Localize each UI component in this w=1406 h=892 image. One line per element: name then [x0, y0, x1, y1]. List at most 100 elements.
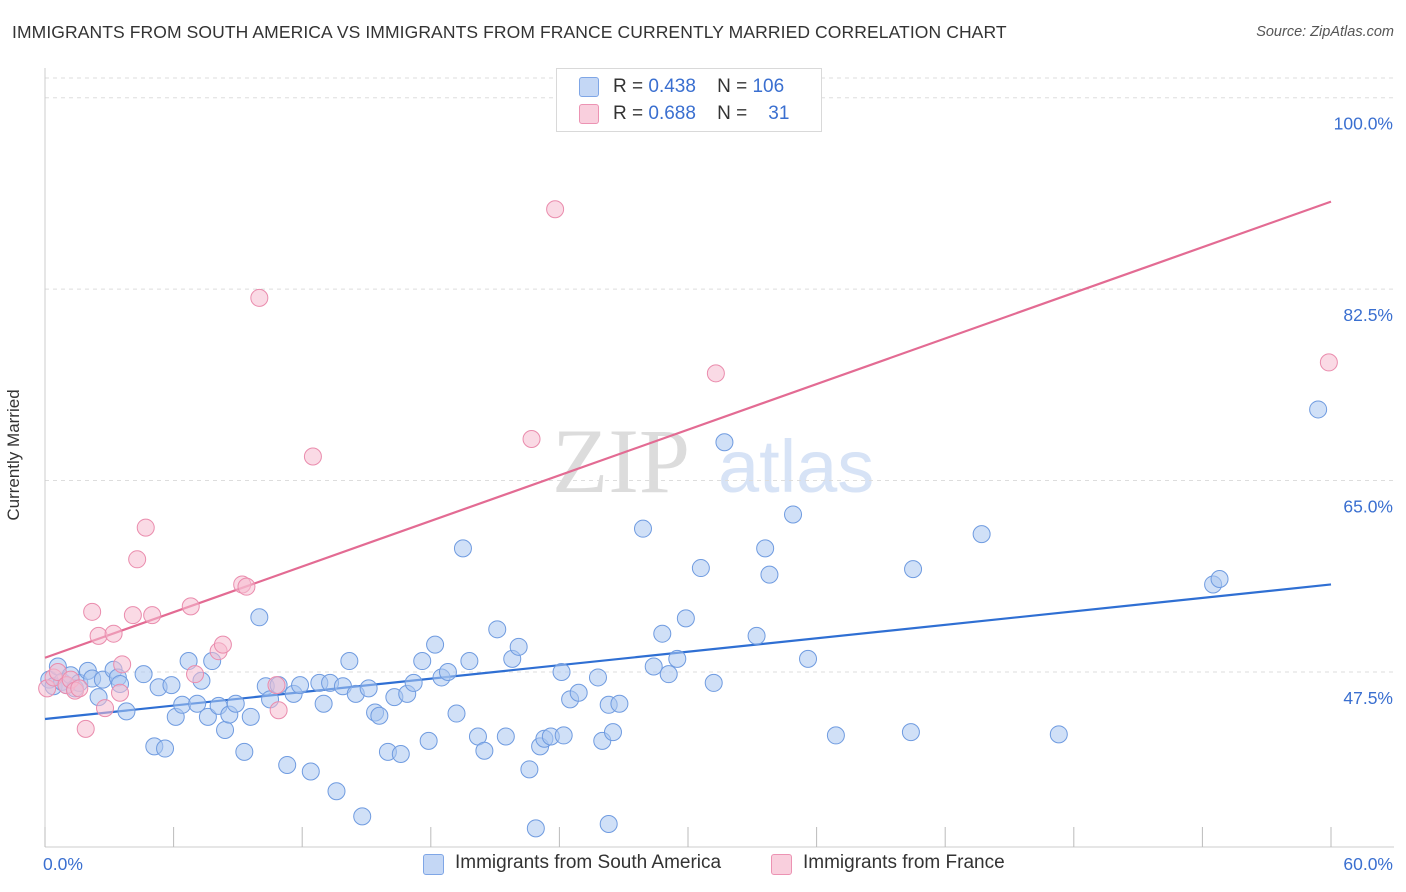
- france-point: [546, 200, 565, 219]
- x-tick-label: 60.0%: [1343, 854, 1393, 874]
- south-america-point: [554, 726, 573, 745]
- south-america-point: [904, 560, 923, 579]
- bottom-legend-label: Immigrants from France: [803, 852, 1005, 873]
- france-point: [123, 606, 142, 625]
- south-america-point: [633, 519, 652, 538]
- south-america-point: [603, 723, 622, 742]
- south-america-point: [216, 720, 235, 739]
- south-america-point: [447, 704, 466, 723]
- south-america-point: [162, 676, 181, 695]
- france-point: [111, 683, 130, 702]
- south-america-point: [715, 433, 734, 452]
- stats-legend: R = 0.438 N = 106 R = 0.688 N = 31: [556, 68, 822, 132]
- watermark: ZIP atlas: [552, 410, 874, 512]
- south-america-point: [1210, 569, 1229, 588]
- south-america-point: [659, 665, 678, 684]
- legend-swatch-blue: [579, 77, 599, 97]
- south-america-point: [188, 694, 207, 713]
- legend-r-value: 0.688: [648, 103, 696, 124]
- south-america-point: [488, 620, 507, 639]
- france-point: [186, 665, 205, 684]
- france-point: [267, 676, 286, 695]
- south-america-point: [691, 559, 710, 578]
- south-america-point: [552, 662, 571, 681]
- south-america-point: [340, 652, 359, 671]
- legend-r-label: R =: [613, 76, 644, 97]
- south-america-point: [509, 637, 528, 656]
- south-america-point: [460, 652, 479, 671]
- france-point: [104, 624, 123, 643]
- south-america-point: [644, 657, 663, 676]
- south-america-trend-line: [44, 583, 1332, 721]
- south-america-point: [588, 668, 607, 687]
- watermark-atlas: atlas: [718, 425, 874, 508]
- south-america-point: [419, 731, 438, 750]
- data-points: [38, 200, 1338, 838]
- france-point: [143, 606, 162, 625]
- france-point: [128, 550, 147, 569]
- france-point: [83, 602, 102, 621]
- axes: [44, 68, 1394, 848]
- south-america-point: [610, 694, 629, 713]
- south-america-point: [226, 694, 245, 713]
- south-america-point: [799, 649, 818, 668]
- south-america-point: [327, 782, 346, 801]
- south-america-point: [676, 609, 695, 628]
- legend-n-label: N =: [717, 76, 748, 97]
- south-america-point: [235, 742, 254, 761]
- trend-lines: [44, 200, 1332, 721]
- y-axis-label: Currently Married: [4, 389, 23, 521]
- south-america-point: [760, 565, 779, 584]
- south-america-point: [1049, 725, 1068, 744]
- bottom-legend-swatch-blue: [423, 854, 444, 875]
- south-america-point: [117, 702, 136, 721]
- france-point: [76, 719, 95, 738]
- south-america-point: [1309, 400, 1328, 419]
- y-tick-label: 100.0%: [1334, 114, 1393, 134]
- south-america-point: [156, 739, 175, 758]
- south-america-point: [173, 695, 192, 714]
- france-point: [113, 655, 132, 674]
- south-america-point: [353, 807, 372, 826]
- south-america-point: [756, 539, 775, 558]
- south-america-point: [826, 726, 845, 745]
- south-america-point: [475, 741, 494, 760]
- south-america-point: [784, 505, 803, 524]
- bottom-legend-swatch-pink: [771, 854, 792, 875]
- legend-swatch-pink: [579, 104, 599, 124]
- chart-title: IMMIGRANTS FROM SOUTH AMERICA VS IMMIGRA…: [12, 22, 1007, 42]
- south-america-point: [314, 694, 333, 713]
- france-point: [269, 701, 288, 720]
- south-america-point: [291, 676, 310, 695]
- y-tick-label: 65.0%: [1343, 497, 1393, 517]
- france-point: [250, 288, 269, 307]
- south-america-point: [391, 745, 410, 764]
- france-point: [181, 597, 200, 616]
- chart-source: Source: ZipAtlas.com: [1256, 24, 1394, 40]
- south-america-point: [301, 762, 320, 781]
- south-america-point: [134, 665, 153, 684]
- france-point: [522, 429, 541, 448]
- france-point: [237, 577, 256, 596]
- watermark-zip: ZIP: [552, 410, 690, 512]
- tick-labels: 47.5% 65.0% 82.5% 100.0% 0.0% 60.0%: [43, 114, 1393, 874]
- france-point: [706, 364, 725, 383]
- south-america-point: [453, 539, 472, 558]
- legend-n-label: N =: [717, 103, 748, 124]
- south-america-point: [438, 662, 457, 681]
- south-america-point: [404, 673, 423, 692]
- y-tick-label: 82.5%: [1343, 305, 1393, 325]
- france-point: [213, 635, 232, 654]
- south-america-point: [599, 815, 618, 834]
- legend-r-value: 0.438: [648, 76, 696, 97]
- south-america-point: [668, 649, 687, 668]
- france-point: [96, 699, 115, 718]
- south-america-point: [359, 679, 378, 698]
- france-point: [1319, 353, 1338, 372]
- france-trend-line: [44, 200, 1332, 659]
- south-america-point: [520, 760, 539, 779]
- x-tick-label: 0.0%: [43, 854, 83, 874]
- south-america-point: [413, 652, 432, 671]
- y-tick-label: 47.5%: [1343, 688, 1393, 708]
